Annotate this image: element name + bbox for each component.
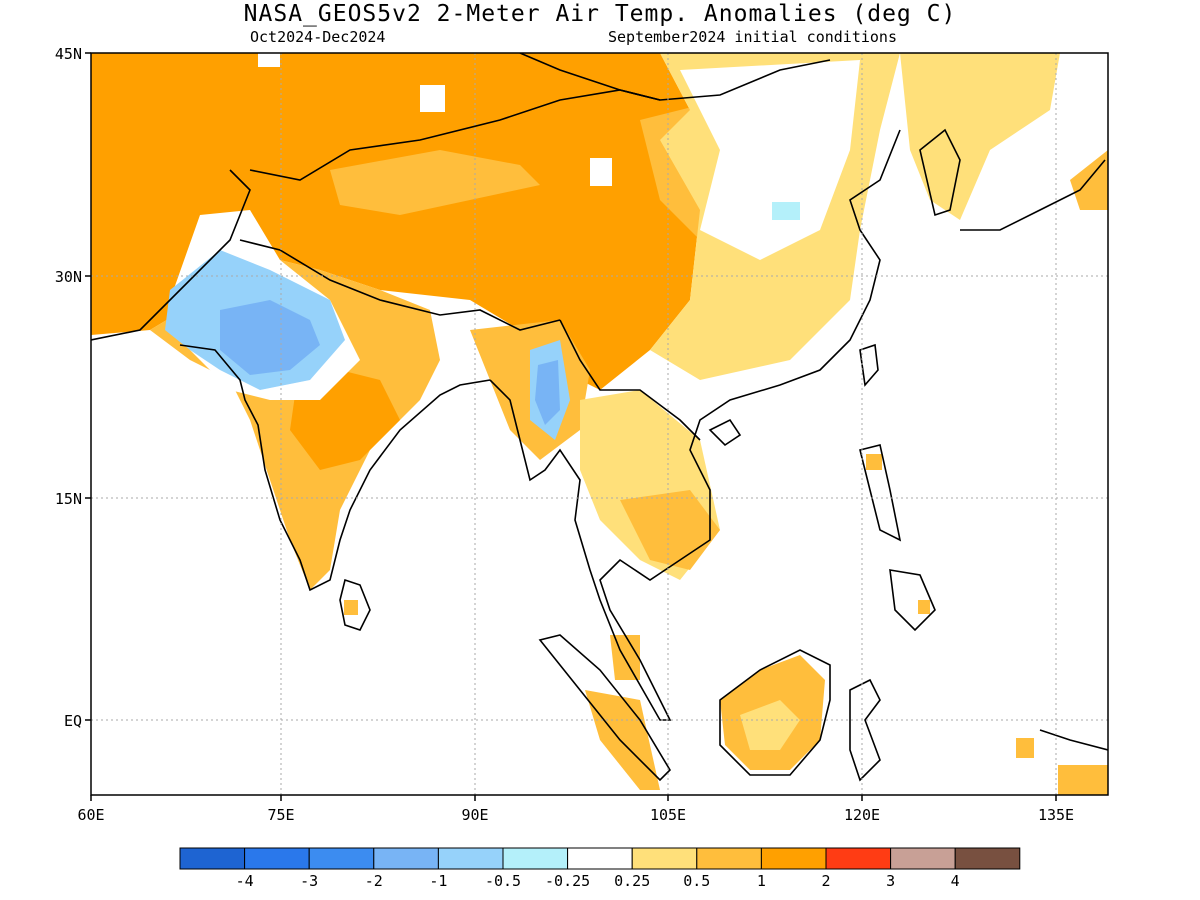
colorbar-swatch [437,847,504,870]
coastline-new-guinea [1039,729,1108,751]
border-tibet-north [249,89,661,181]
coastlines [91,53,1108,782]
lat-label-30n: 30N [55,268,82,286]
border-himalaya [239,239,561,331]
lon-label-135e: 135E [1038,806,1074,824]
initial-conditions: September2024 initial conditions [608,28,897,46]
colorbar-label: 3 [886,872,895,890]
colorbar-swatch [954,847,1021,870]
colorbar-swatch [631,847,698,870]
warm-patch-new-guinea [1058,765,1108,795]
lon-label-90e: 90E [461,806,488,824]
lat-label-45n: 45N [55,45,82,63]
forecast-period: Oct2024-Dec2024 [250,28,386,46]
border-mongolia [519,53,831,101]
warm-patch-sulawesi [1016,738,1034,758]
colorbar-label: -0.5 [485,872,521,890]
warm-patch-sri-lanka [344,600,358,615]
coastline-taiwan [859,343,879,387]
cool-patch-china [772,202,800,220]
gridlines [91,53,1108,795]
map-title: NASA_GEOS5v2 2-Meter Air Temp. Anomalies… [243,1,957,27]
warm-anomaly-north [91,53,700,390]
colorbar-label: -2 [365,872,383,890]
neutral-patch-1 [420,85,445,112]
coastline-borneo [719,649,831,776]
lat-label-eq: EQ [64,712,82,730]
coastline-myanmar-malay [489,129,901,721]
coastline-sulawesi [849,678,881,782]
colorbar-label: -0.25 [545,872,590,890]
plot-frame [90,52,1109,796]
colorbar-swatch [696,847,762,870]
tick-marks [85,52,1057,801]
coastline-sri-lanka [339,578,371,631]
anomaly-fields [91,53,1108,795]
lon-label-105e: 105E [650,806,686,824]
colorbar-swatch [890,847,956,870]
colorbar-swatch [760,847,827,870]
light-warm-band-tibet [330,150,540,215]
lon-label-60e: 60E [77,806,104,824]
colorbar-label: 0.25 [614,872,650,890]
colorbar-label: -1 [429,872,447,890]
pale-korea-japan [900,53,1060,220]
colorbar-label: 0.5 [683,872,710,890]
colorbar-label: 2 [821,872,830,890]
cool-anomaly-nw-india-core [220,300,320,375]
neutral-patch-3 [258,53,280,67]
colorbar-label: 1 [757,872,766,890]
colorbar-swatch [373,847,439,870]
colorbar-swatch [244,847,310,870]
warm-patch-philippines [866,454,882,470]
warm-anomaly-sumatra [585,690,660,790]
coastline-japan [960,159,1106,231]
colorbar-swatch [567,847,633,870]
lon-label-120e: 120E [844,806,880,824]
warm-patch-mindanao [918,600,930,614]
colorbar-label: 4 [951,872,960,890]
pale-anomaly-borneo [740,700,800,750]
coastline-korea [919,128,961,217]
coastline-mindanao [889,569,936,632]
colorbar-swatch [825,847,892,870]
colorbar: -4 -3 -2 -1 -0.5 -0.25 0.25 0.5 1 2 3 4 [179,847,1021,890]
coastline-india [179,344,491,592]
neutral-east-china [680,60,860,260]
colorbar-label: -4 [236,872,254,890]
colorbar-swatch [308,847,375,870]
border-pakistan [91,169,251,341]
coastline-hainan [708,418,742,447]
neutral-patch-2 [590,158,612,186]
cool-anomaly-myanmar-core [535,360,560,425]
colorbar-label: -3 [300,872,318,890]
colorbar-swatch [502,847,569,870]
coastline-luzon [859,444,902,542]
colorbar-swatch [179,847,246,870]
lat-label-15n: 15N [55,490,82,508]
lon-label-75e: 75E [267,806,294,824]
border-indochina [559,319,701,441]
coastline-sumatra [538,634,672,782]
